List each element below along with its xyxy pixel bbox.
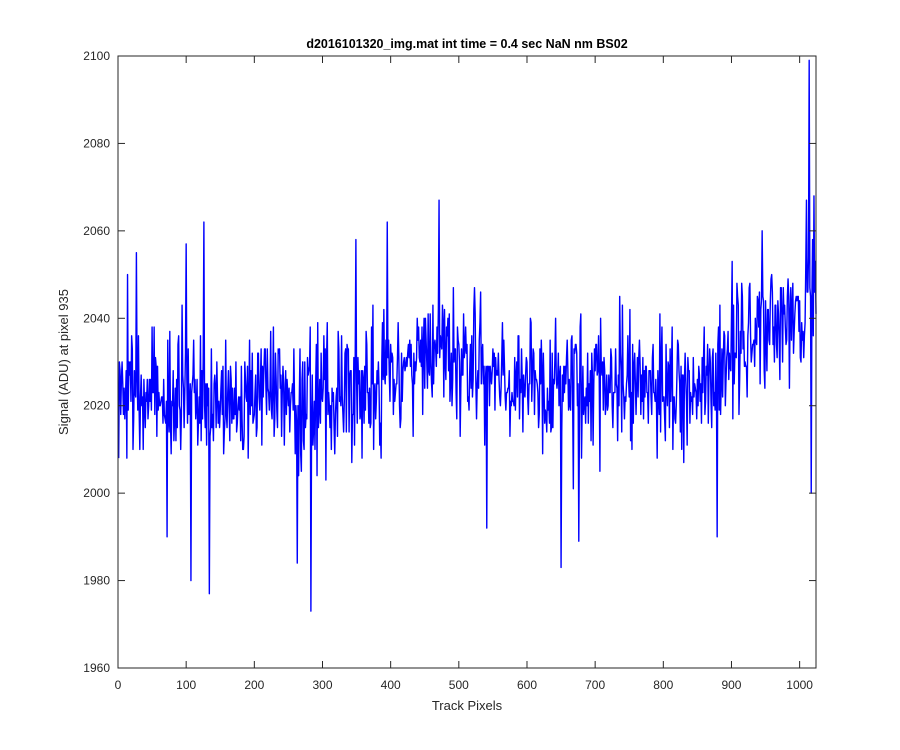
x-axis-ticks: 0 100 200 300 400 500 600 700 800 900 1000 [115, 56, 813, 692]
y-tick-label: 1960 [83, 661, 110, 675]
data-line-layer [117, 59, 817, 612]
chart-title: d2016101320_img.mat int time = 0.4 sec N… [306, 37, 627, 51]
y-tick-label: 2040 [83, 311, 110, 325]
x-tick-label: 400 [381, 678, 401, 692]
y-tick-label: 2060 [83, 224, 110, 238]
y-tick-label: 2100 [83, 49, 110, 63]
signal-series-line [117, 59, 817, 612]
y-tick-label: 2000 [83, 486, 110, 500]
x-tick-label: 300 [312, 678, 332, 692]
x-tick-label: 200 [244, 678, 264, 692]
x-tick-label: 700 [585, 678, 605, 692]
y-axis-ticks: 1960 1980 2000 2020 2040 2060 2080 2100 [83, 49, 816, 675]
x-tick-label: 800 [653, 678, 673, 692]
x-tick-label: 900 [721, 678, 741, 692]
y-axis-label: Signal (ADU) at pixel 935 [56, 289, 71, 435]
x-axis-label: Track Pixels [432, 698, 503, 713]
x-tick-label: 1000 [786, 678, 813, 692]
axes-box [117, 55, 817, 669]
y-tick-label: 1980 [83, 574, 110, 588]
x-tick-label: 600 [517, 678, 537, 692]
x-tick-label: 100 [176, 678, 196, 692]
y-tick-label: 2080 [83, 136, 110, 150]
x-tick-label: 0 [115, 678, 122, 692]
x-tick-label: 500 [449, 678, 469, 692]
y-tick-label: 2020 [83, 399, 110, 413]
